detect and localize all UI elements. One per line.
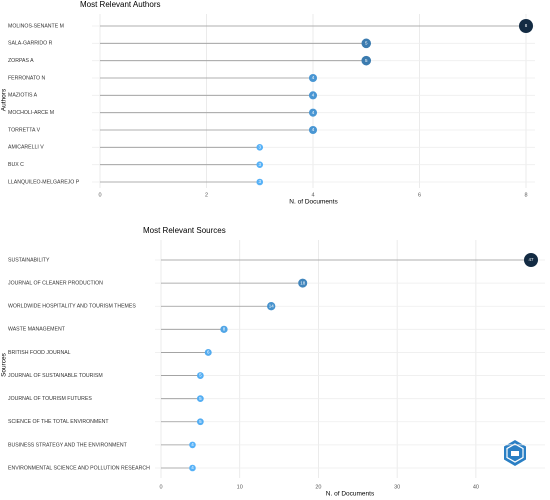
x-tick-label: 0 [159, 484, 162, 490]
x-tick-label: 6 [418, 192, 421, 198]
x-tick-label: 4 [311, 192, 314, 198]
dot [308, 73, 318, 83]
dot [256, 144, 264, 151]
category-label: MOCHOLI-ARCE M [8, 110, 54, 116]
chart-title: Most Relevant Sources [143, 226, 226, 235]
category-label: ENVIRONMENTAL SCIENCE AND POLLUTION RESE… [8, 465, 150, 471]
dot [189, 464, 196, 472]
value-label: 3 [258, 145, 261, 150]
dot [196, 418, 204, 426]
dot [308, 91, 318, 100]
x-tick-label: 10 [237, 484, 243, 490]
dot [524, 253, 538, 267]
dot [308, 108, 318, 117]
dot [204, 348, 212, 356]
chart-title: Most Relevant Authors [80, 0, 160, 9]
value-label: 5 [199, 373, 202, 378]
value-label: 18 [300, 280, 306, 285]
category-label: MAZIOTIS A [8, 93, 38, 99]
y-axis-title: Sources [1, 352, 8, 377]
dot [298, 278, 308, 288]
category-label: SALA-GARRIDO R [8, 41, 53, 47]
category-label: TORRETTA V [8, 127, 41, 133]
category-label: AMICARELLI V [8, 145, 44, 151]
category-label: ZORPAS A [8, 58, 34, 64]
dot [361, 38, 372, 49]
dot [189, 441, 196, 449]
dot [519, 19, 533, 33]
value-label: 5 [365, 41, 368, 46]
category-label: SCIENCE OF THE TOTAL ENVIRONMENT [8, 419, 109, 425]
category-label: MOLINOS-SENANTE M [8, 23, 64, 29]
value-label: 4 [191, 465, 194, 470]
dot [256, 161, 264, 168]
dot [308, 125, 318, 135]
value-label: 5 [199, 396, 202, 401]
dot [361, 55, 372, 66]
category-label: WASTE MANAGEMENT [8, 327, 66, 333]
x-tick-label: 20 [315, 484, 321, 490]
value-label: 4 [312, 75, 315, 80]
value-label: 47 [528, 257, 534, 262]
value-label: 5 [199, 419, 202, 424]
value-label: 14 [269, 303, 275, 308]
category-label: LLANQUILEO-MELGAREJO P [8, 179, 80, 185]
category-label: JOURNAL OF CLEANER PRODUCTION [8, 280, 103, 286]
dot [256, 178, 264, 186]
value-label: 3 [258, 162, 261, 167]
value-label: 5 [365, 58, 368, 63]
value-label: 4 [312, 93, 315, 98]
category-label: FERRONATO N [8, 75, 46, 81]
value-label: 8 [525, 23, 528, 28]
value-label: 4 [312, 110, 315, 115]
x-tick-label: 8 [524, 192, 527, 198]
x-tick-label: 0 [98, 192, 101, 198]
category-label: WORLDWIDE HOSPITALITY AND TOURISM THEMES [8, 304, 136, 310]
value-label: 4 [191, 442, 194, 447]
category-label: BUSINESS STRATEGY AND THE ENVIRONMENT [8, 442, 128, 448]
value-label: 6 [207, 350, 210, 355]
x-tick-label: 30 [394, 484, 400, 490]
dot [196, 372, 204, 379]
logo [504, 440, 526, 466]
x-axis-title: N. of Documents [326, 491, 375, 498]
category-label: BRITISH FOOD JOURNAL [8, 350, 71, 356]
y-axis-title: Authors [1, 88, 8, 111]
x-tick-label: 2 [205, 192, 208, 198]
dot [267, 302, 276, 311]
category-label: BUX C [8, 162, 24, 168]
value-label: 4 [312, 127, 315, 132]
value-label: 3 [258, 179, 261, 184]
dot [220, 325, 228, 333]
x-tick-label: 40 [473, 484, 479, 490]
x-axis-title: N. of Documents [289, 199, 338, 206]
category-label: JOURNAL OF SUSTAINABLE TOURISM [8, 373, 103, 379]
dot [196, 395, 204, 403]
category-label: JOURNAL OF TOURISM FUTURES [8, 396, 92, 402]
category-label: SUSTAINABILITY [8, 257, 50, 263]
value-label: 8 [223, 327, 226, 332]
